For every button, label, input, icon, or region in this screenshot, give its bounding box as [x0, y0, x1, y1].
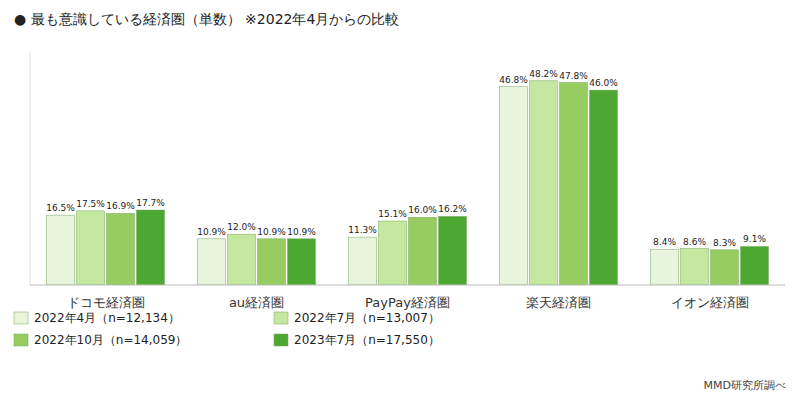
y-axis-line — [30, 52, 31, 285]
x-tick-label: PayPay経済圏 — [365, 295, 450, 310]
bar — [47, 215, 75, 285]
data-label: 9.1% — [743, 234, 766, 244]
data-label: 17.5% — [76, 199, 105, 209]
annotation: MMD研究所調べ — [704, 379, 786, 392]
bar — [530, 81, 558, 285]
x-tick-label: 楽天経済圏 — [526, 295, 591, 310]
chart: ● 最も意識している経済圏（単数） ※2022年4月からの比較 16.5% 10.9… — [0, 0, 800, 399]
bar — [288, 239, 316, 285]
bar — [681, 249, 709, 285]
data-label: 16.9% — [106, 201, 135, 211]
bar — [500, 87, 528, 285]
bar — [77, 211, 105, 285]
data-label: 12.0% — [227, 222, 256, 232]
legend-swatch — [274, 334, 288, 346]
bar — [590, 90, 618, 285]
title: ● 最も意識している経済圏（単数） ※2022年4月からの比較 — [14, 11, 399, 27]
legend-label: 2022年4月（n=12,134） — [34, 311, 180, 325]
data-label: 16.5% — [46, 203, 75, 213]
data-label: 11.3% — [348, 225, 377, 235]
bar — [379, 221, 407, 285]
legend-swatch — [14, 312, 28, 324]
x-tick-label: ドコモ経済圏 — [67, 295, 145, 310]
x-tick-label: au経済圏 — [229, 295, 284, 310]
bar — [228, 234, 256, 285]
bar — [741, 246, 769, 285]
bar — [439, 216, 467, 285]
bar — [409, 217, 437, 285]
data-label: 8.6% — [683, 237, 706, 247]
bar — [137, 210, 165, 285]
legend-label: 2022年10月（n=14,059） — [34, 333, 187, 347]
data-label: 16.2% — [438, 204, 467, 214]
data-label: 10.9% — [257, 227, 286, 237]
data-label: 48.2% — [529, 69, 558, 79]
bar — [107, 213, 135, 285]
legend-swatch — [14, 334, 28, 346]
legend-label: 2022年7月（n=13,007） — [294, 311, 440, 325]
data-label: 8.4% — [653, 237, 676, 247]
bar — [198, 239, 226, 285]
data-label: 16.0% — [408, 205, 437, 215]
bar — [258, 239, 286, 285]
bar — [560, 83, 588, 285]
data-label: 10.9% — [287, 227, 316, 237]
bars — [47, 81, 769, 285]
data-label: 46.8% — [499, 75, 528, 85]
data-label: 8.3% — [713, 238, 736, 248]
bar — [651, 249, 679, 285]
data-label: 46.0% — [589, 78, 618, 88]
data-labels: 16.5% 10.9% 11.3% 46.8% 8.4% 17.5% 12.0% 15.1% 4… — [46, 69, 766, 248]
x-axis-line — [30, 285, 785, 286]
legend-label: 2023年7月（n=17,550） — [294, 333, 440, 347]
legend: 2022年4月（n=12,134） 2022年7月（n=13,007） 2022年1… — [14, 311, 440, 347]
x-tick-label: イオン経済圏 — [671, 295, 749, 310]
data-label: 47.8% — [559, 71, 588, 81]
legend-swatch — [274, 312, 288, 324]
bar — [711, 250, 739, 285]
data-label: 15.1% — [378, 209, 407, 219]
bar — [349, 237, 377, 285]
data-label: 10.9% — [197, 227, 226, 237]
data-label: 17.7% — [136, 198, 165, 208]
